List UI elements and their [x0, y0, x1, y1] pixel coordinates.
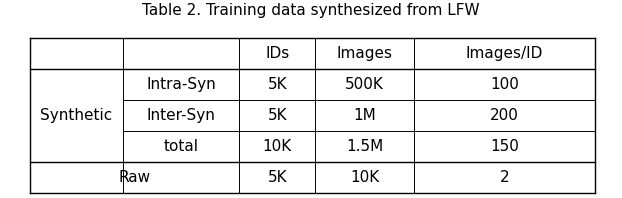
Text: 2: 2	[500, 170, 509, 185]
Text: total: total	[164, 139, 198, 154]
Text: 10K: 10K	[262, 139, 292, 154]
Text: Images/ID: Images/ID	[466, 46, 543, 61]
Text: 200: 200	[490, 108, 519, 123]
Text: 5K: 5K	[267, 77, 287, 92]
Text: 500K: 500K	[345, 77, 384, 92]
Text: 10K: 10K	[350, 170, 379, 185]
Text: 150: 150	[490, 139, 519, 154]
Text: 5K: 5K	[267, 170, 287, 185]
Text: Synthetic: Synthetic	[40, 108, 113, 123]
Text: 5K: 5K	[267, 108, 287, 123]
Text: Inter-Syn: Inter-Syn	[147, 108, 216, 123]
Text: Intra-Syn: Intra-Syn	[146, 77, 216, 92]
Text: Images: Images	[337, 46, 392, 61]
Text: Table 2. Training data synthesized from LFW: Table 2. Training data synthesized from …	[142, 3, 480, 17]
Text: Raw: Raw	[118, 170, 151, 185]
Text: IDs: IDs	[265, 46, 289, 61]
Text: 1M: 1M	[353, 108, 376, 123]
Text: 1.5M: 1.5M	[346, 139, 383, 154]
Text: 100: 100	[490, 77, 519, 92]
